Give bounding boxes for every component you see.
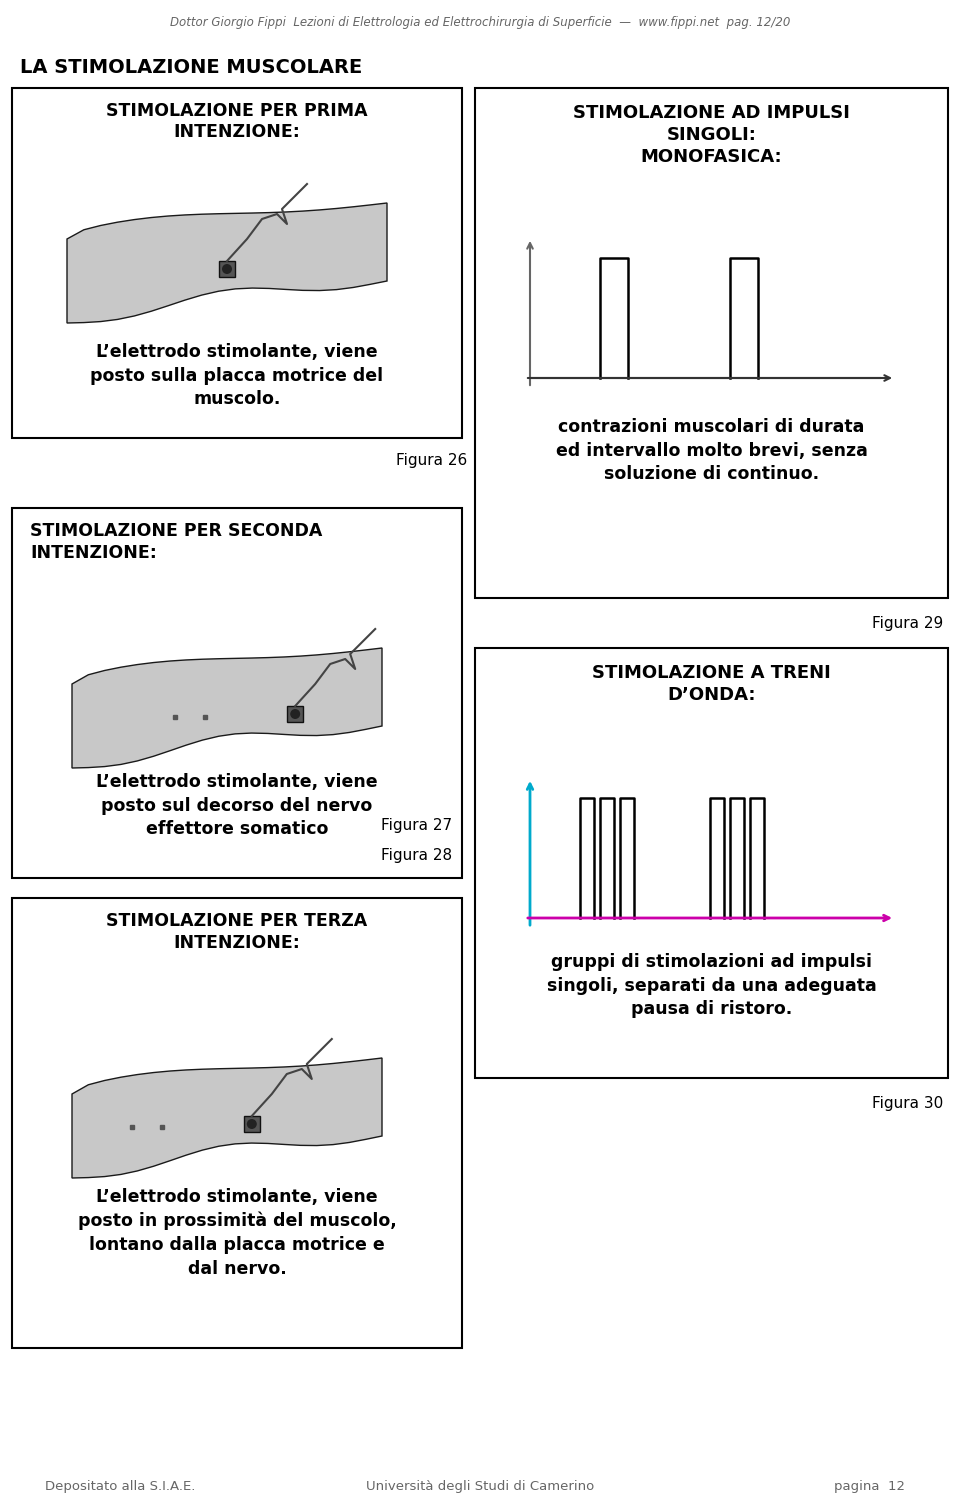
Circle shape: [247, 1119, 256, 1130]
Polygon shape: [72, 648, 382, 769]
Text: LA STIMOLAZIONE MUSCOLARE: LA STIMOLAZIONE MUSCOLARE: [20, 59, 362, 77]
Circle shape: [222, 265, 232, 274]
Text: contrazioni muscolari di durata
ed intervallo molto brevi, senza
soluzione di co: contrazioni muscolari di durata ed inter…: [556, 418, 868, 483]
Text: Figura 28: Figura 28: [381, 848, 452, 863]
Text: Figura 29: Figura 29: [872, 617, 943, 632]
Text: L’elettrodo stimolante, viene
posto sul decorso del nervo
effettore somatico: L’elettrodo stimolante, viene posto sul …: [96, 773, 378, 838]
Text: Dottor Giorgio Fippi  Lezioni di Elettrologia ed Elettrochirurgia di Superficie : Dottor Giorgio Fippi Lezioni di Elettrol…: [170, 17, 790, 29]
Text: Figura 26: Figura 26: [396, 453, 467, 468]
Bar: [475, 648, 948, 1078]
Polygon shape: [72, 1057, 382, 1178]
Circle shape: [290, 708, 300, 719]
Bar: [12, 508, 462, 878]
Bar: [475, 89, 948, 599]
Text: STIMOLAZIONE AD IMPULSI
SINGOLI:
MONOFASICA:: STIMOLAZIONE AD IMPULSI SINGOLI: MONOFAS…: [573, 104, 850, 167]
Text: L’elettrodo stimolante, viene
posto sulla placca motrice del
muscolo.: L’elettrodo stimolante, viene posto sull…: [90, 343, 384, 408]
Text: STIMOLAZIONE PER PRIMA
INTENZIONE:: STIMOLAZIONE PER PRIMA INTENZIONE:: [107, 102, 368, 141]
Bar: [287, 705, 303, 722]
Text: Figura 30: Figura 30: [872, 1096, 943, 1111]
Text: pagina  12: pagina 12: [834, 1480, 905, 1493]
Text: Depositato alla S.I.A.E.: Depositato alla S.I.A.E.: [45, 1480, 195, 1493]
Text: Università degli Studi di Camerino: Università degli Studi di Camerino: [366, 1480, 594, 1493]
Bar: [12, 89, 462, 438]
Bar: [12, 898, 462, 1348]
Text: STIMOLAZIONE PER SECONDA
INTENZIONE:: STIMOLAZIONE PER SECONDA INTENZIONE:: [30, 522, 323, 562]
Bar: [244, 1116, 260, 1133]
Text: STIMOLAZIONE A TRENI
D’ONDA:: STIMOLAZIONE A TRENI D’ONDA:: [592, 663, 830, 704]
Text: gruppi di stimolazioni ad impulsi
singoli, separati da una adeguata
pausa di ris: gruppi di stimolazioni ad impulsi singol…: [546, 954, 876, 1018]
Bar: [219, 262, 235, 277]
Text: L’elettrodo stimolante, viene
posto in prossimità del muscolo,
lontano dalla pla: L’elettrodo stimolante, viene posto in p…: [78, 1188, 396, 1277]
Polygon shape: [67, 203, 387, 323]
Text: STIMOLAZIONE PER TERZA
INTENZIONE:: STIMOLAZIONE PER TERZA INTENZIONE:: [107, 911, 368, 952]
Text: Figura 27: Figura 27: [381, 818, 452, 833]
